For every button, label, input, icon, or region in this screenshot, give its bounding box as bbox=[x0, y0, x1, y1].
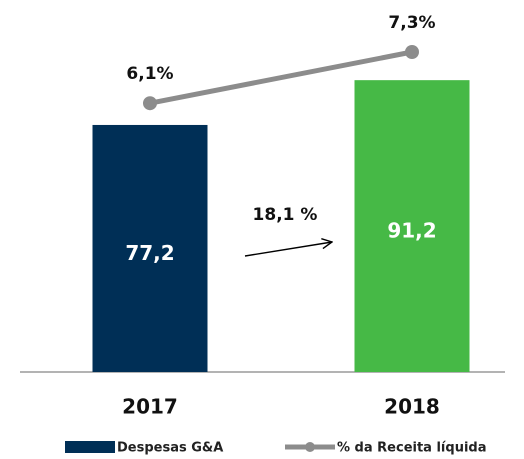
line-value-label: 6,1% bbox=[126, 64, 173, 84]
bar-value-label: 77,2 bbox=[125, 241, 174, 265]
line bbox=[149, 49, 413, 106]
x-tick-label: 2018 bbox=[384, 395, 440, 419]
legend-swatch bbox=[65, 441, 115, 453]
bar bbox=[92, 124, 208, 373]
line-marker bbox=[143, 96, 157, 111]
bar bbox=[354, 80, 470, 372]
growth-arrow bbox=[244, 242, 332, 257]
bar-value-label: 91,2 bbox=[387, 219, 436, 243]
line-marker bbox=[405, 45, 419, 59]
x-tick-label: 2017 bbox=[122, 395, 178, 419]
legend-label: % da Receita líquida bbox=[337, 441, 486, 456]
legend-swatch-marker bbox=[305, 442, 315, 452]
growth-label: 18,1 % bbox=[253, 205, 318, 225]
line-value-label: 7,3% bbox=[388, 13, 435, 33]
legend-label: Despesas G&A bbox=[117, 441, 223, 456]
